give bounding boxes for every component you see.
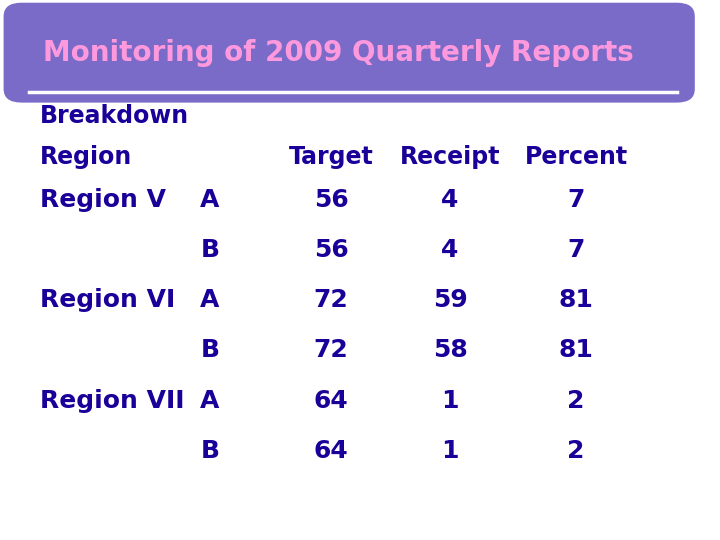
Text: Region: Region: [40, 145, 132, 168]
Text: Breakdown: Breakdown: [40, 104, 189, 128]
Text: 7: 7: [567, 188, 585, 212]
Text: 59: 59: [433, 288, 467, 312]
Text: 81: 81: [559, 288, 593, 312]
Text: Receipt: Receipt: [400, 145, 500, 168]
Text: Target: Target: [289, 145, 374, 168]
Text: 72: 72: [314, 288, 348, 312]
Text: Region VII: Region VII: [40, 389, 184, 413]
Text: A: A: [200, 389, 220, 413]
Text: 58: 58: [433, 339, 467, 362]
Text: 2: 2: [567, 439, 585, 463]
Text: 81: 81: [559, 339, 593, 362]
Text: 56: 56: [314, 188, 348, 212]
Text: Percent: Percent: [524, 145, 628, 168]
Text: Monitoring of 2009 Quarterly Reports: Monitoring of 2009 Quarterly Reports: [43, 39, 634, 66]
Text: 4: 4: [441, 188, 459, 212]
Text: 1: 1: [441, 439, 459, 463]
FancyBboxPatch shape: [4, 3, 695, 103]
Text: A: A: [200, 188, 220, 212]
Text: 64: 64: [314, 389, 348, 413]
Text: Region V: Region V: [40, 188, 166, 212]
Text: 2: 2: [567, 389, 585, 413]
Text: 64: 64: [314, 439, 348, 463]
Text: A: A: [200, 288, 220, 312]
Text: B: B: [201, 339, 220, 362]
Text: 7: 7: [567, 238, 585, 262]
Text: B: B: [201, 238, 220, 262]
Text: Region VI: Region VI: [40, 288, 175, 312]
Text: 56: 56: [314, 238, 348, 262]
Text: B: B: [201, 439, 220, 463]
Text: 72: 72: [314, 339, 348, 362]
Text: 4: 4: [441, 238, 459, 262]
Text: 1: 1: [441, 389, 459, 413]
